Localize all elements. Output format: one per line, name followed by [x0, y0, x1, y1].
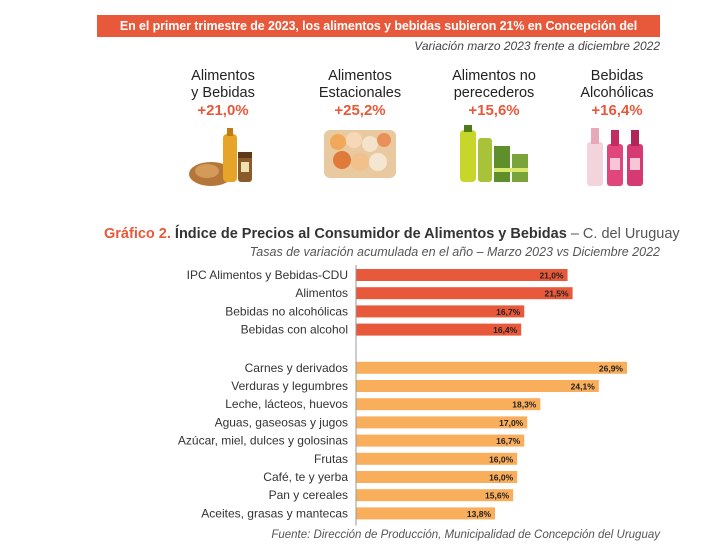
bar-value-label: 21,0% — [539, 271, 564, 281]
bar — [356, 452, 518, 465]
bar — [356, 507, 496, 520]
category-label: Bebidas no alcohólicas — [225, 304, 348, 318]
bar-value-label: 13,8% — [467, 509, 492, 519]
bar — [356, 361, 627, 374]
category-value: +21,0% — [197, 102, 249, 119]
category-label: Aceites, grasas y mantecas — [201, 506, 348, 520]
category-label: IPC Alimentos y Bebidas-CDU — [187, 268, 348, 282]
bar-value-label: 16,0% — [489, 473, 514, 483]
category-label: Café, te y yerba — [263, 470, 348, 484]
category-label: Aguas, gaseosas y jugos — [215, 415, 348, 429]
category-value: +25,2% — [334, 102, 386, 119]
source-note: Fuente: Dirección de Producción, Municip… — [271, 529, 660, 541]
bar — [356, 416, 528, 429]
category-alcoholic-beverages: Bebidas Alcohólicas +16,4% — [542, 68, 692, 190]
category-seasonal-food: Alimentos Estacionales +25,2% — [285, 68, 435, 184]
category-label: Alimentos no perecederos — [452, 68, 536, 101]
chart-number: Gráfico 2. — [104, 226, 171, 242]
bar-value-label: 15,6% — [485, 491, 510, 501]
bar — [356, 269, 568, 281]
bar — [356, 380, 599, 392]
bar-value-label: 16,7% — [496, 436, 521, 446]
bar — [356, 305, 525, 318]
category-label: Alimentos Estacionales — [318, 68, 402, 101]
produce-icon — [324, 130, 396, 178]
headline-banner: En el primer trimestre de 2023, los alim… — [97, 15, 660, 55]
bar-value-label: 16,4% — [493, 325, 518, 335]
category-value: +16,4% — [591, 102, 643, 119]
bar-value-label: 18,3% — [512, 400, 537, 410]
category-label: Verduras y legumbres — [231, 379, 348, 393]
category-label: Bebidas con alcohol — [241, 323, 348, 337]
headline-subtitle: Variación marzo 2023 frente a diciembre … — [414, 39, 660, 53]
groceries-icon — [189, 128, 252, 186]
category-label: Azúcar, miel, dulces y golosinas — [178, 434, 348, 448]
bar-value-label: 17,0% — [499, 418, 524, 428]
bar — [356, 471, 518, 483]
bottles-icon — [587, 128, 643, 186]
bar — [356, 398, 541, 411]
chart-title: Gráfico 2. Índice de Precios al Consumid… — [104, 226, 680, 242]
category-food-beverages: Alimentos y Bebidas +21,0% — [148, 68, 298, 194]
packaged-goods-icon — [460, 125, 528, 182]
chart-location: – C. del Uruguay — [570, 226, 680, 242]
bar — [356, 434, 525, 447]
bar-value-label: 21,5% — [544, 289, 569, 299]
bar — [356, 489, 514, 502]
chart-title-text: Índice de Precios al Consumidor de Alime… — [174, 226, 567, 242]
bar — [356, 287, 573, 300]
chart-subtitle: Tasas de variación acumulada en el año –… — [249, 245, 660, 259]
bar-value-label: 26,9% — [599, 363, 624, 373]
bar-value-label: 16,7% — [496, 307, 521, 317]
category-non-perishable: Alimentos no perecederos +15,6% — [419, 68, 569, 186]
bar-value-label: 24,1% — [571, 382, 596, 392]
category-label: Bebidas Alcohólicas — [580, 68, 654, 101]
category-label: Frutas — [314, 452, 348, 466]
category-label: Alimentos y Bebidas — [191, 68, 255, 101]
category-value: +15,6% — [468, 102, 520, 119]
category-label: Carnes y derivados — [245, 361, 348, 375]
category-label: Pan y cereales — [269, 488, 348, 502]
category-label: Leche, lácteos, huevos — [225, 397, 348, 411]
bar — [356, 323, 522, 336]
category-label: Alimentos — [295, 286, 348, 300]
bar-value-label: 16,0% — [489, 454, 514, 464]
